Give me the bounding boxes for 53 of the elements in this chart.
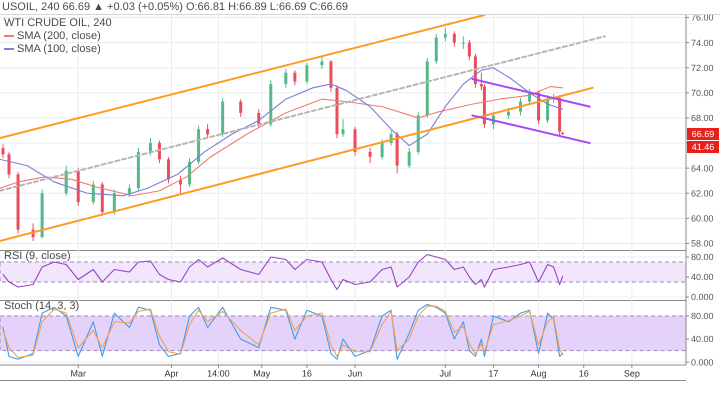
candlestick — [341, 118, 344, 138]
candlestick — [284, 68, 288, 88]
y-tick-label: 0.000 — [691, 357, 714, 368]
y-tick-label: 0.000 — [691, 292, 714, 302]
y-tick-label: 60.00 — [691, 214, 714, 224]
candlestick — [305, 62, 308, 85]
x-tick-label: 16 — [302, 368, 312, 378]
y-tick-label: 40.00 — [691, 334, 714, 344]
candlestick — [380, 138, 384, 160]
candlestick — [368, 148, 372, 164]
x-tick-label: Jun — [348, 368, 362, 378]
candlestick — [148, 138, 152, 156]
x-tick-label: Mar — [70, 368, 86, 378]
x-tick-label: May — [253, 368, 271, 378]
candlestick — [206, 124, 210, 139]
x-tick-label: Apr — [164, 368, 179, 378]
candlestick — [468, 40, 471, 61]
candlestick — [444, 27, 447, 42]
x-tick-label: 14:00 — [207, 368, 230, 378]
candlestick — [434, 33, 438, 64]
chart-title: USOIL, 240 66.69 ▲ +0.03 (+0.05%) O:66.81 H:66.89 L:66.69 C:66.69 — [2, 1, 348, 13]
candlestick — [128, 184, 131, 198]
candlestick — [506, 107, 510, 120]
y-tick-label: 80.00 — [691, 252, 714, 262]
y-tick-label: 64.00 — [691, 163, 714, 174]
y-tick-label: 68.00 — [691, 113, 714, 124]
y-tick-label: 62.00 — [691, 188, 714, 198]
y-tick-label: 74.00 — [691, 38, 714, 48]
candlestick — [354, 126, 357, 156]
y-tick-label: 72.00 — [691, 62, 714, 73]
candlestick — [293, 70, 296, 86]
y-tick-label: 40.00 — [691, 272, 714, 282]
legend-label: SMA (200, close) — [17, 30, 101, 42]
candlestick — [239, 98, 242, 118]
x-tick-label: Aug — [530, 368, 547, 378]
candlestick — [452, 30, 456, 47]
text: 41.46 — [687, 141, 719, 154]
x-tick-label: 16 — [578, 368, 589, 378]
candlestick — [462, 36, 465, 50]
chart-subtitle: WTI CRUDE OIL, 240 — [4, 17, 112, 29]
legend-label: SMA (100, close) — [17, 43, 101, 55]
candlestick — [166, 156, 170, 184]
x-tick-label: 17 — [488, 368, 498, 378]
x-tick-label: Sep — [624, 368, 640, 378]
x-tick-label: Jul — [440, 368, 452, 378]
candlestick — [320, 56, 324, 70]
chart-title: RSI (9, close) — [4, 250, 71, 262]
chart-title: Stoch (14, 3, 3) — [4, 300, 80, 312]
y-tick-label: 58.00 — [691, 238, 714, 249]
candlestick — [408, 148, 411, 169]
y-tick-label: 70.00 — [691, 88, 714, 98]
annotation: 66.69 — [687, 128, 719, 140]
y-tick-label: 80.00 — [691, 311, 714, 322]
